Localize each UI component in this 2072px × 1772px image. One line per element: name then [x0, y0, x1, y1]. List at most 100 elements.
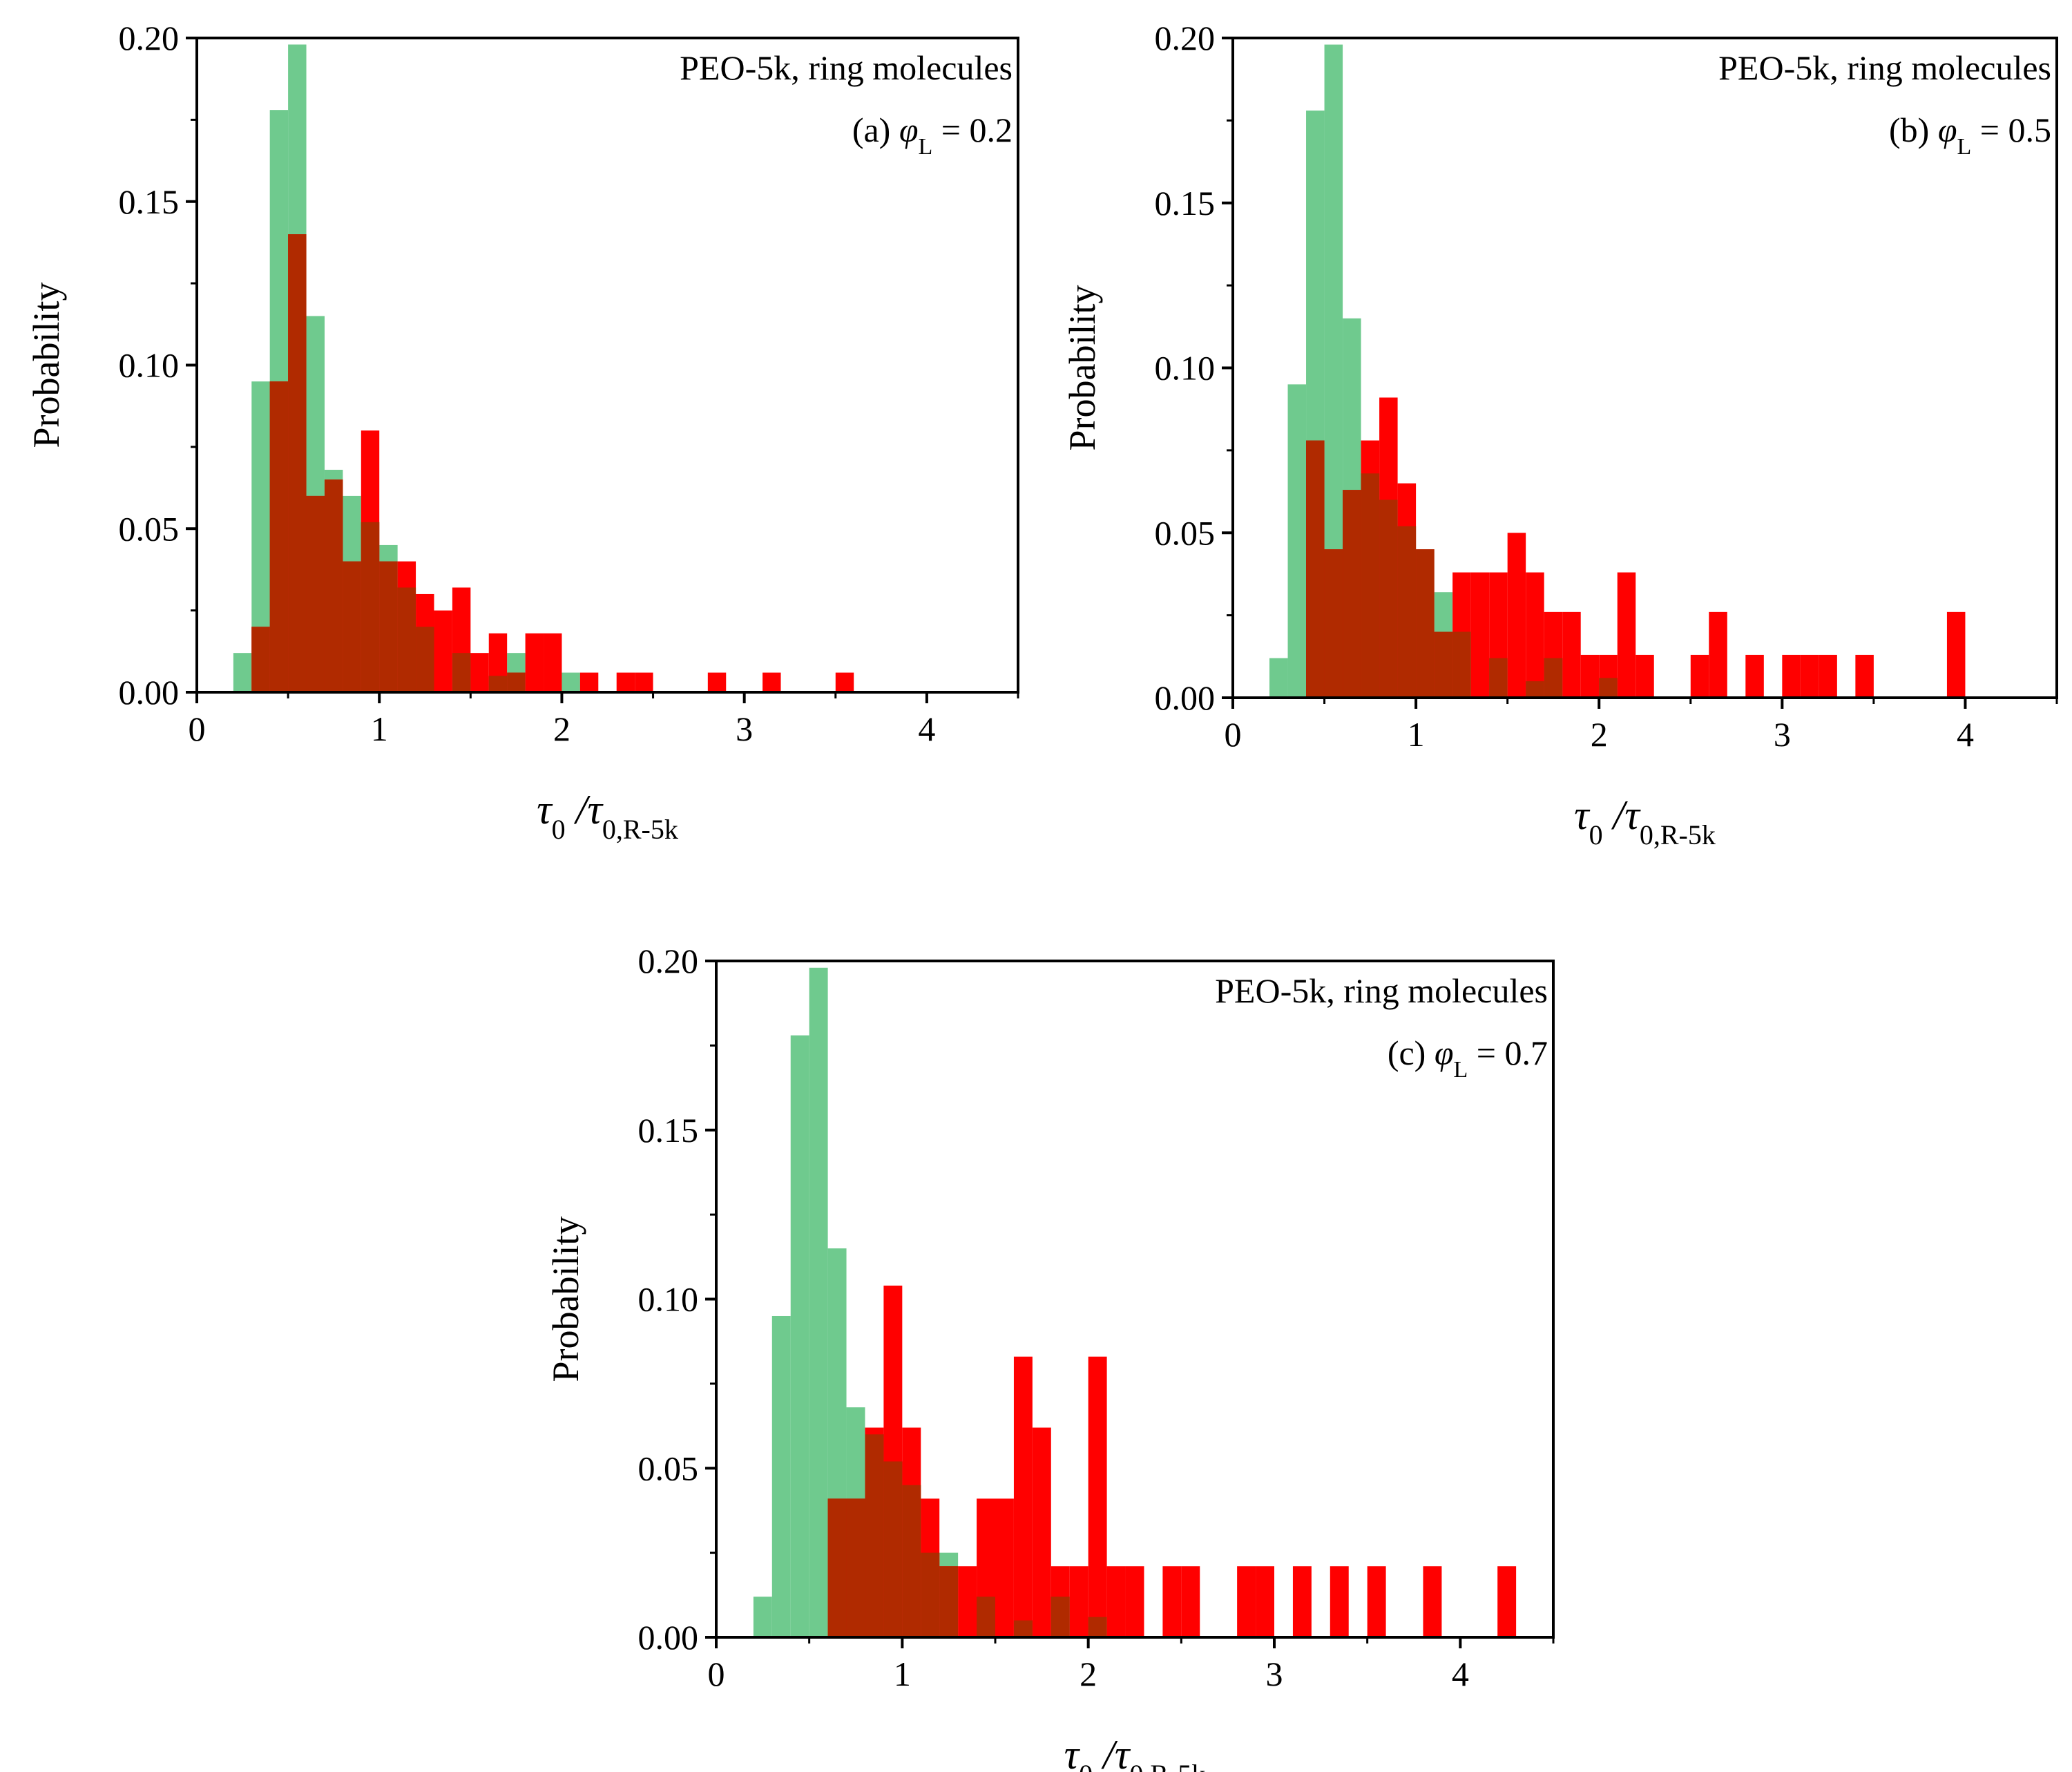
y-tick-label: 0.00 [1155, 678, 1216, 717]
panel-a: 0 1 2 3 4 0.00 0.05 0.10 0.15 0.20 Probability τ0 /… [26, 19, 1019, 845]
bar-red-c [1256, 1566, 1274, 1637]
bar-overlap-b [1361, 473, 1380, 698]
bar-overlap-b [1397, 526, 1417, 698]
bar-red-b [1745, 654, 1764, 698]
y-tick-label: 0.20 [119, 19, 180, 57]
bar-overlap-a [324, 479, 343, 692]
bar-green-c [809, 967, 828, 1637]
bar-overlap-c [865, 1434, 884, 1637]
y-tick-label: 0.10 [119, 346, 180, 385]
bar-red-b [1562, 611, 1581, 698]
bar-overlap-b [1324, 549, 1343, 698]
y-tick-label: 0.15 [119, 182, 180, 221]
bar-green-b [1269, 658, 1288, 698]
bar-overlap-c [1013, 1620, 1033, 1637]
bar-red-c [1423, 1566, 1442, 1637]
x-axis-label: τ0 /τ0,R-5k [1574, 792, 1716, 850]
bar-red-c [1497, 1566, 1517, 1637]
bar-overlap-a [269, 381, 289, 692]
bar-red-c [958, 1566, 977, 1637]
bars-c [753, 967, 1517, 1637]
bar-red-b [1617, 572, 1636, 698]
bar-red-a [525, 633, 544, 692]
bar-overlap-c [977, 1597, 995, 1637]
bar-overlap-b [1416, 549, 1435, 698]
bar-green-a [233, 653, 252, 692]
x-tick-label: 0 [1225, 715, 1242, 754]
bar-red-a [616, 672, 635, 692]
bar-red-a [762, 672, 781, 692]
bar-overlap-b [1526, 681, 1544, 698]
bar-red-b [1855, 654, 1874, 698]
x-tick-label: 3 [1266, 1655, 1283, 1693]
bar-overlap-b [1599, 678, 1618, 698]
bar-red-c [1237, 1566, 1256, 1637]
bar-overlap-c [846, 1498, 865, 1637]
bar-overlap-b [1306, 440, 1325, 698]
x-axis-label: τ0 /τ0,R-5k [1064, 1732, 1206, 1772]
y-axis-label: Probability [26, 283, 67, 448]
y-tick-label: 0.00 [638, 1618, 699, 1657]
bar-overlap-b [1379, 499, 1398, 698]
y-tick-label: 0.00 [119, 673, 180, 712]
panel-phi-label: (a) φL = 0.2 [852, 111, 1013, 160]
y-tick-label: 0.15 [1155, 184, 1216, 222]
x-tick-label: 2 [553, 709, 570, 748]
bar-green-a [562, 672, 580, 692]
bar-red-c [1181, 1566, 1200, 1637]
bar-red-b [1580, 654, 1600, 698]
bar-red-b [1470, 572, 1490, 698]
bar-overlap-b [1544, 658, 1563, 698]
bar-overlap-c [883, 1461, 903, 1637]
x-tick-label: 0 [189, 709, 206, 748]
bar-red-b [1635, 654, 1654, 698]
bar-red-c [1069, 1566, 1088, 1637]
bar-overlap-a [488, 676, 508, 692]
bar-red-a [434, 610, 452, 692]
bar-overlap-a [507, 672, 526, 692]
panel-title: PEO-5k, ring molecules [1718, 48, 2051, 87]
bar-red-c [1106, 1566, 1126, 1637]
bar-red-c [1367, 1566, 1386, 1637]
bar-overlap-a [288, 234, 307, 693]
bar-overlap-c [1051, 1597, 1070, 1637]
bar-overlap-c [939, 1566, 959, 1637]
x-tick-label: 2 [1080, 1655, 1097, 1693]
bar-overlap-a [397, 587, 416, 692]
x-tick-label: 2 [1591, 715, 1608, 754]
bar-green-b [1287, 384, 1307, 698]
x-axis-label: τ0 /τ0,R-5k [537, 787, 678, 845]
bar-overlap-b [1343, 490, 1361, 698]
panel-c: 0 1 2 3 4 0.00 0.05 0.10 0.15 0.20 Probability τ0 /… [545, 942, 1555, 1772]
y-tick-label: 0.05 [119, 509, 180, 548]
bar-overlap-c [902, 1485, 921, 1637]
bar-red-b [1782, 654, 1801, 698]
bar-red-a [579, 672, 599, 692]
bar-red-b [1690, 654, 1709, 698]
x-tick-label: 4 [918, 709, 935, 748]
y-tick-label: 0.10 [1155, 349, 1216, 388]
bar-overlap-b [1434, 631, 1453, 698]
bar-red-a [544, 633, 562, 692]
y-tick-label: 0.05 [638, 1449, 699, 1487]
x-tick-label: 4 [1957, 715, 1974, 754]
panel-title: PEO-5k, ring molecules [1215, 971, 1548, 1010]
bar-red-c [1162, 1566, 1182, 1637]
x-tick-label: 1 [894, 1655, 911, 1693]
y-tick-label: 0.05 [1155, 513, 1216, 552]
panel-letter: (b) [1889, 111, 1938, 149]
x-tick-label: 3 [736, 709, 753, 748]
bar-overlap-c [921, 1552, 940, 1637]
bar-green-c [790, 1035, 809, 1637]
bar-overlap-b [1452, 631, 1471, 698]
panel-letter: (a) [852, 111, 899, 149]
bar-red-b [1507, 533, 1526, 698]
panel-letter: (c) [1388, 1033, 1435, 1072]
bar-red-c [1125, 1566, 1144, 1637]
bar-overlap-a [251, 627, 270, 692]
y-tick-label: 0.20 [1155, 19, 1216, 57]
bar-overlap-a [343, 561, 361, 692]
panel-phi-label: (c) φL = 0.7 [1388, 1033, 1548, 1083]
x-tick-label: 0 [708, 1655, 725, 1693]
bar-overlap-a [379, 561, 398, 692]
